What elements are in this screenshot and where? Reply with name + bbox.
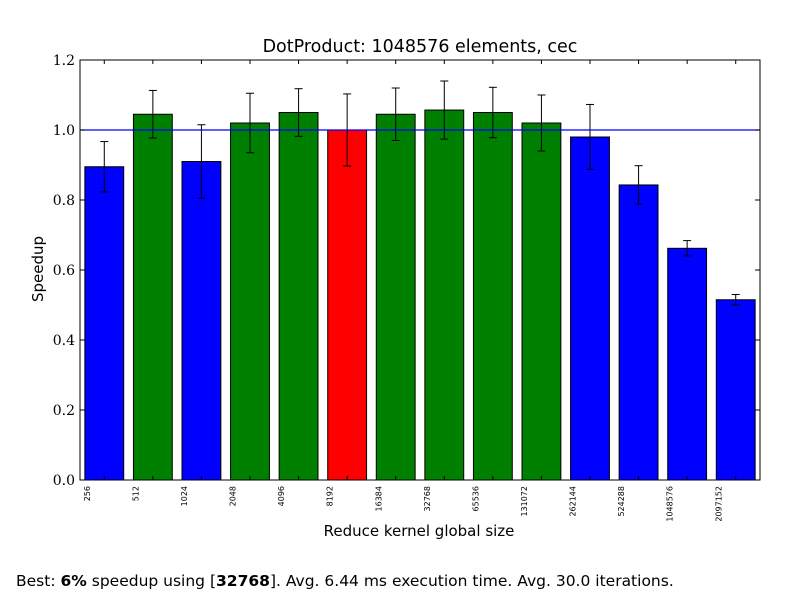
bar-2097152 xyxy=(715,299,756,481)
x-tick-label: 2048 xyxy=(229,486,238,506)
bar-131072 xyxy=(521,122,562,481)
bar-65536 xyxy=(472,112,513,481)
caption-suffix: ]. Avg. 6.44 ms execution time. Avg. 30.… xyxy=(269,572,674,590)
bar-2048 xyxy=(230,122,270,481)
chart-title: DotProduct: 1048576 elements, cec xyxy=(263,37,578,57)
summary-caption: Best: 6% speedup using [32768]. Avg. 6.4… xyxy=(16,572,674,590)
x-tick-label: 1024 xyxy=(180,486,189,506)
caption-speedup-percent: 6% xyxy=(60,572,87,590)
x-axis-label: Reduce kernel global size xyxy=(324,522,515,540)
bar-16384 xyxy=(375,113,416,481)
x-tick-label: 16384 xyxy=(374,486,383,511)
bar-32768 xyxy=(424,109,465,481)
y-tick-label: 0.4 xyxy=(53,333,75,349)
caption-mid: speedup using [ xyxy=(86,572,216,590)
y-axis-label: Speedup xyxy=(29,236,47,302)
bar-1024 xyxy=(181,161,222,481)
bar-512 xyxy=(132,113,173,481)
y-tick-label: 0.6 xyxy=(53,263,75,279)
x-tick-label: 256 xyxy=(83,486,92,501)
y-tick-label: 0.0 xyxy=(53,473,75,489)
x-tick-label: 4096 xyxy=(277,486,286,506)
x-tick-label: 8192 xyxy=(326,486,335,506)
caption-best-size: 32768 xyxy=(216,572,270,590)
bar-1048576 xyxy=(667,247,708,481)
bar-8192 xyxy=(327,129,368,481)
x-tick-label: 32768 xyxy=(423,486,432,511)
bar-256 xyxy=(84,166,125,481)
bar-524288 xyxy=(618,184,659,481)
y-tick-label: 0.8 xyxy=(53,193,75,209)
x-tick-label: 65536 xyxy=(471,486,480,511)
y-tick-label: 1.2 xyxy=(53,53,75,69)
y-tick-label: 0.2 xyxy=(53,403,75,419)
caption-prefix: Best: xyxy=(16,572,61,590)
x-tick-label: 512 xyxy=(131,486,140,501)
x-tick-label: 524288 xyxy=(617,486,626,517)
x-tick-label: 2097152 xyxy=(714,486,723,522)
y-tick-label: 1.0 xyxy=(53,123,75,139)
x-tick-label: 1048576 xyxy=(666,486,675,522)
bar-4096 xyxy=(278,112,319,481)
x-tick-label: 131072 xyxy=(520,486,529,517)
x-tick-label: 262144 xyxy=(569,486,578,517)
bar-262144 xyxy=(570,136,610,481)
